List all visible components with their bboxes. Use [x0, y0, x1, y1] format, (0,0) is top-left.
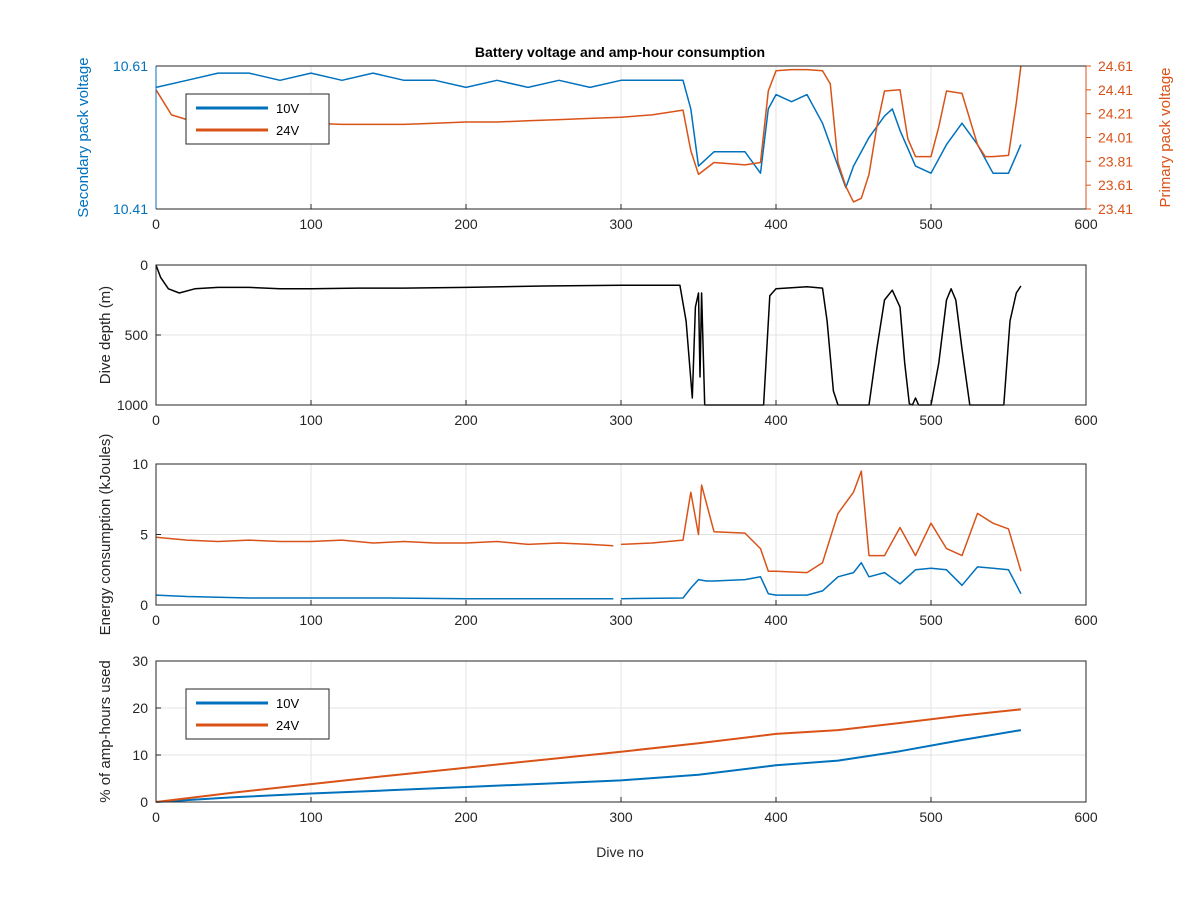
legend-label: 24V	[276, 123, 299, 138]
y-tick-label: 10	[132, 456, 148, 472]
legend-label: 10V	[276, 696, 299, 711]
x-tick-label: 200	[454, 412, 478, 428]
y-tick-label: 500	[125, 327, 149, 343]
y-tick-label: 20	[132, 700, 148, 716]
y-tick-label: 30	[132, 653, 148, 669]
series-line-s0	[155, 264, 1022, 406]
y-tick-label: 1000	[117, 397, 148, 413]
right-y-tick-label: 24.61	[1098, 58, 1133, 74]
x-tick-label: 0	[152, 809, 160, 825]
x-tick-label: 400	[764, 612, 788, 628]
x-tick-label: 500	[919, 612, 943, 628]
x-tick-label: 100	[299, 216, 323, 232]
x-tick-label: 300	[609, 412, 633, 428]
x-tick-label: 400	[764, 216, 788, 232]
x-tick-label: 100	[299, 412, 323, 428]
x-tick-label: 400	[764, 809, 788, 825]
x-tick-label: 400	[764, 412, 788, 428]
axes-box	[155, 264, 1087, 406]
panels: 0 100 200 300 400 500 60010.4110.6123.4123.612…	[75, 57, 1174, 825]
x-tick-label: 300	[609, 612, 633, 628]
x-tick-label: 600	[1074, 809, 1098, 825]
panel: 0 100 200 300 400 500 600 10.41 10.61 23.41 23.61 2…	[75, 57, 1174, 232]
y-tick-label: 0	[140, 597, 148, 613]
series-line-s0	[155, 470, 1022, 574]
x-tick-label: 600	[1074, 612, 1098, 628]
x-tick-label: 600	[1074, 412, 1098, 428]
left-y-tick-label: 10.41	[113, 201, 148, 217]
legend-label: 10V	[276, 101, 299, 116]
chart-title: Battery voltage and amp-hour consumption	[475, 44, 765, 60]
x-tick-label: 100	[299, 809, 323, 825]
series-line-s1	[155, 561, 1022, 600]
y-axis-label: Dive depth (m)	[97, 286, 114, 384]
right-y-tick-label: 24.41	[1098, 82, 1133, 98]
panel: 0 100 200 300 400 500 600 0 5 10 Energy consumptio…	[97, 434, 1098, 636]
series-line-24V	[155, 708, 1022, 803]
x-tick-label: 200	[454, 216, 478, 232]
series-line-24V	[155, 65, 1022, 203]
right-y-tick-label: 23.81	[1098, 153, 1133, 169]
x-tick-label: 300	[609, 809, 633, 825]
x-tick-label: 300	[609, 216, 633, 232]
x-tick-label: 0	[152, 216, 160, 232]
x-tick-label: 200	[454, 809, 478, 825]
x-tick-label: 200	[454, 612, 478, 628]
series-line-10V	[155, 72, 1022, 189]
x-tick-label: 500	[919, 412, 943, 428]
x-tick-label: 600	[1074, 216, 1098, 232]
legend-label: 24V	[276, 718, 299, 733]
y-tick-label: 0	[140, 257, 148, 273]
right-y-tick-label: 24.01	[1098, 130, 1133, 146]
y-tick-label: 10	[132, 747, 148, 763]
y-tick-label: 5	[140, 527, 148, 543]
x-tick-label: 500	[919, 809, 943, 825]
y-axis-label: Energy consumption (kJoules)	[97, 434, 114, 636]
y-axis-label: % of amp-hours used	[97, 660, 114, 803]
x-tick-label: 100	[299, 612, 323, 628]
panel: 0 100 200 300 400 500 600 0 10 20 30 % of amp-hours…	[97, 653, 1098, 825]
x-axis-label: Dive no	[596, 844, 644, 860]
x-tick-label: 0	[152, 412, 160, 428]
right-y-tick-label: 23.41	[1098, 201, 1133, 217]
legend-box	[185, 688, 330, 740]
right-y-tick-label: 24.21	[1098, 106, 1133, 122]
legend-box	[185, 93, 330, 145]
x-tick-label: 500	[919, 216, 943, 232]
x-tick-label: 0	[152, 612, 160, 628]
left-y-axis-label: Secondary pack voltage	[75, 57, 92, 217]
right-y-axis-label: Primary pack voltage	[1157, 67, 1174, 207]
axes-box	[155, 463, 1087, 606]
series-line-10V	[155, 729, 1022, 803]
y-tick-label: 0	[140, 794, 148, 810]
left-y-tick-label: 10.61	[113, 58, 148, 74]
right-y-tick-label: 23.61	[1098, 177, 1133, 193]
axes-box	[155, 660, 1087, 803]
